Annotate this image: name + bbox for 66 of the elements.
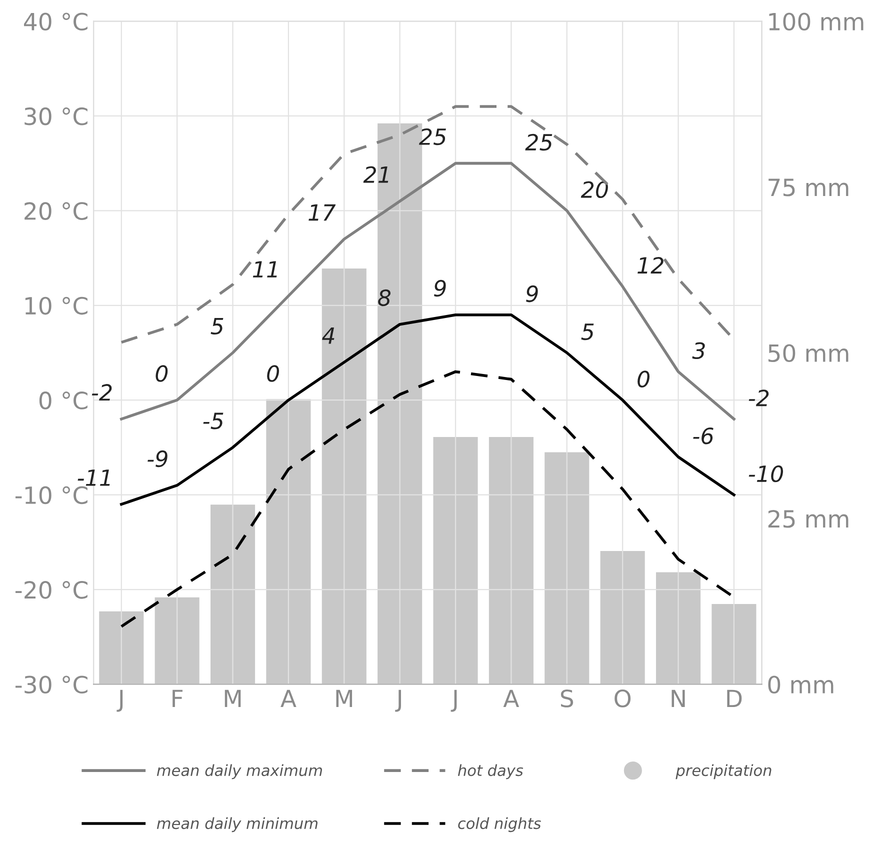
y-tick-label: 20 °C <box>24 202 88 220</box>
legend-label: hot days <box>458 764 524 780</box>
x-tick-label: N <box>672 690 685 708</box>
data-label: -11 <box>78 470 110 486</box>
bar <box>154 597 200 684</box>
x-tick-label: J <box>450 690 457 712</box>
y-tick-label: 0 °C <box>39 392 88 410</box>
data-label: 17 <box>308 204 336 221</box>
x-tick-label: A <box>280 690 296 708</box>
data-label: 21 <box>363 166 388 183</box>
bar <box>488 436 534 684</box>
data-label: 4 <box>322 328 334 344</box>
data-label: 11 <box>252 261 277 278</box>
bar <box>433 436 478 684</box>
y-tick-label: 40 °C <box>24 12 88 31</box>
y-tick-label: -20 °C <box>15 580 88 599</box>
data-label: 9 <box>434 280 446 297</box>
data-label: 5 <box>581 324 594 340</box>
data-label: 5 <box>210 318 224 335</box>
legend-label: precipitation <box>676 764 772 780</box>
data-label: 0 <box>267 365 280 382</box>
y2-tick-label: 50 mm <box>768 344 848 362</box>
x-tick-label: S <box>560 690 574 708</box>
line-series <box>120 313 736 506</box>
y-tick-label: -30 °C <box>15 676 88 694</box>
legend-label: mean daily maximum <box>156 764 322 780</box>
x-tick-label: F <box>172 690 183 708</box>
x-tick-label: D <box>727 690 742 708</box>
x-tick-label: M <box>224 690 241 708</box>
data-label: -2 <box>92 384 112 401</box>
legend-label: cold nights <box>458 817 541 832</box>
data-label: 9 <box>526 285 538 302</box>
data-label: -6 <box>693 427 714 444</box>
y-tick-label: 10 °C <box>25 296 88 315</box>
data-label: 20 <box>580 181 608 198</box>
data-label: -2 <box>748 390 769 406</box>
data-label: 3 <box>692 342 705 360</box>
data-label: 0 <box>156 365 168 382</box>
bar <box>656 572 701 684</box>
x-tick-label: J <box>116 690 123 712</box>
y2-tick-label: 0 mm <box>768 676 834 694</box>
y-tick-label: -10 °C <box>15 486 88 504</box>
y2-tick-label: 75 mm <box>768 178 848 196</box>
x-tick-label: O <box>614 690 631 708</box>
bar <box>266 399 311 684</box>
data-label: 0 <box>638 370 650 388</box>
bar <box>544 452 590 684</box>
data-label: -5 <box>203 412 224 430</box>
x-tick-label: J <box>395 690 401 712</box>
data-label: 25 <box>525 134 552 151</box>
bar <box>712 604 756 684</box>
data-label: -10 <box>748 465 784 482</box>
data-label: 8 <box>378 289 391 306</box>
bar <box>322 268 366 684</box>
bar <box>99 611 144 684</box>
y2-tick-label: 100 mm <box>769 12 864 31</box>
x-tick-label: M <box>336 690 352 708</box>
data-label: -9 <box>148 450 168 468</box>
y2-tick-label: 25 mm <box>768 510 848 528</box>
legend-label: mean daily minimum <box>156 817 318 832</box>
y-tick-label: 30 °C <box>24 107 88 126</box>
data-label: 25 <box>419 128 446 146</box>
data-label: 12 <box>638 257 664 274</box>
bar <box>600 550 645 684</box>
x-tick-label: A <box>503 690 520 708</box>
bar <box>210 504 256 684</box>
